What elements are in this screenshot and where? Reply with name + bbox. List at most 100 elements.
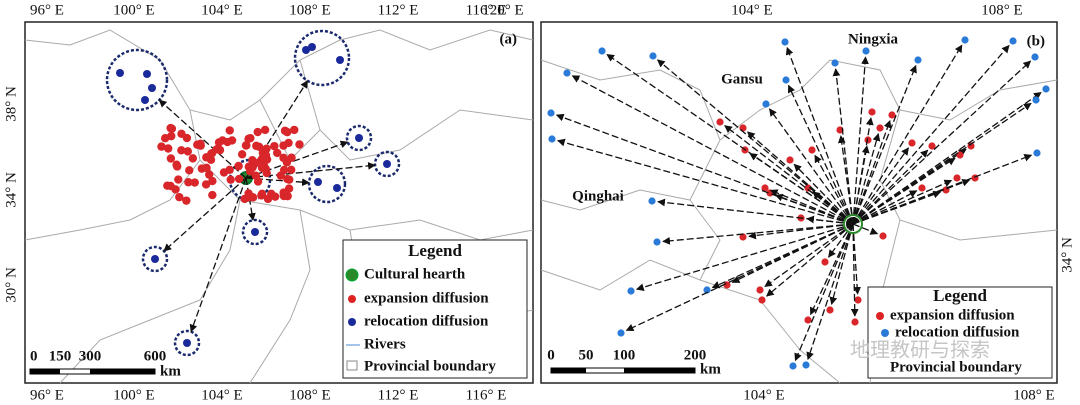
scale-label: 0	[30, 348, 38, 364]
diffusion-arrow	[829, 223, 854, 305]
expansion-point	[282, 158, 292, 167]
expansion-point	[177, 129, 186, 139]
relocation-point	[781, 38, 789, 46]
tick-label: 100° E	[113, 387, 154, 403]
legend-item: expansion diffusion	[890, 307, 1015, 323]
expansion-point	[868, 108, 876, 116]
legend-item: Provincial boundary	[890, 359, 1022, 375]
relocation-point	[703, 286, 711, 294]
relocation-point	[1009, 37, 1017, 45]
tick-label: 116° E	[466, 387, 507, 403]
diffusion-arrow	[852, 64, 917, 225]
diffusion-arrow	[571, 75, 854, 225]
expansion-point	[202, 163, 211, 173]
legend-item: expansion diffusion	[364, 290, 489, 306]
legend-title: Legend	[933, 286, 987, 305]
tick-label: 96° E	[30, 2, 64, 18]
diffusion-arrow	[852, 147, 909, 225]
scale-label: 100	[613, 347, 636, 363]
tick-label: 104° E	[731, 2, 772, 18]
expansion-point	[283, 191, 292, 201]
relocation-point	[648, 197, 656, 205]
relocation-ring	[345, 124, 373, 152]
expansion-point	[182, 196, 191, 205]
expansion-point	[175, 192, 184, 202]
expansion-point	[287, 165, 296, 175]
diffusion-arrow	[785, 46, 854, 225]
diffusion-arrow	[852, 117, 874, 225]
scale-label: 600	[144, 348, 167, 364]
relocation-point	[336, 56, 344, 64]
expansion-point	[826, 306, 834, 314]
expansion-point	[270, 141, 279, 151]
diffusion-arrow	[245, 80, 309, 179]
relocation-point	[333, 184, 341, 192]
diffusion-arrow	[852, 133, 881, 225]
expansion-point	[260, 125, 270, 135]
tick-label: 96° E	[30, 387, 64, 403]
tick-label: 38° N	[3, 86, 19, 122]
legend-icon	[348, 318, 356, 326]
legend-icon	[348, 295, 356, 303]
expansion-point	[166, 123, 175, 133]
expansion-point	[756, 286, 764, 294]
scale-label: 0	[547, 347, 555, 363]
relocation-point	[148, 84, 156, 92]
legend-icon	[881, 329, 889, 337]
expansion-point	[253, 127, 262, 137]
diffusion-arrow	[852, 91, 1042, 225]
expansion-point	[234, 161, 243, 171]
tick-label: 112° E	[378, 387, 419, 403]
legend-title: Legend	[408, 241, 462, 260]
relocation-point	[627, 287, 635, 295]
relocation-point	[782, 76, 790, 84]
diffusion-arrow	[764, 223, 854, 288]
scale-unit: km	[160, 363, 181, 379]
diffusion-arrow	[852, 102, 1032, 225]
expansion-point	[821, 258, 829, 266]
expansion-point	[184, 178, 193, 187]
relocation-point	[1031, 53, 1039, 61]
tick-label: 104° E	[201, 2, 242, 18]
expansion-point	[251, 158, 260, 168]
expansion-point	[248, 193, 258, 202]
expansion-point	[279, 141, 288, 150]
diffusion-arrow	[794, 223, 854, 362]
expansion-point	[244, 134, 253, 144]
tick-label: 104° E	[743, 387, 784, 403]
legend-icon	[876, 312, 884, 320]
expansion-point	[739, 124, 747, 132]
relocation-point	[141, 96, 149, 104]
relocation-ring	[173, 329, 201, 357]
expansion-point	[163, 181, 172, 190]
expansion-point	[284, 184, 294, 193]
expansion-point	[854, 296, 862, 304]
expansion-point	[166, 154, 176, 163]
expansion-point	[864, 136, 872, 144]
diffusion-arrow	[557, 138, 854, 225]
relocation-point	[1042, 85, 1050, 93]
tick-label: 108° E	[289, 2, 330, 18]
diffusion-arrow	[793, 163, 854, 225]
relocation-point	[598, 47, 606, 55]
diffusion-arrow	[832, 68, 854, 225]
relocation-point	[183, 339, 191, 347]
relocation-point	[617, 329, 625, 337]
legend-box	[867, 286, 1053, 379]
diffusion-arrow	[635, 223, 854, 291]
tick-label: 108° E	[981, 2, 1022, 18]
relocation-point	[314, 178, 322, 186]
tick-label: 112° E	[378, 2, 419, 18]
relocation-point	[862, 47, 870, 55]
expansion-point	[761, 184, 769, 192]
expansion-point	[196, 139, 205, 148]
tick-label: 34° N	[1059, 237, 1075, 273]
scale-label: 200	[684, 347, 707, 363]
relocation-point	[548, 135, 556, 143]
expansion-point	[164, 144, 173, 153]
expansion-point	[290, 125, 299, 135]
relocation-ring	[141, 245, 169, 273]
relocation-point	[649, 52, 657, 60]
diffusion-arrow	[852, 179, 953, 225]
scale-label: 150	[49, 348, 72, 364]
